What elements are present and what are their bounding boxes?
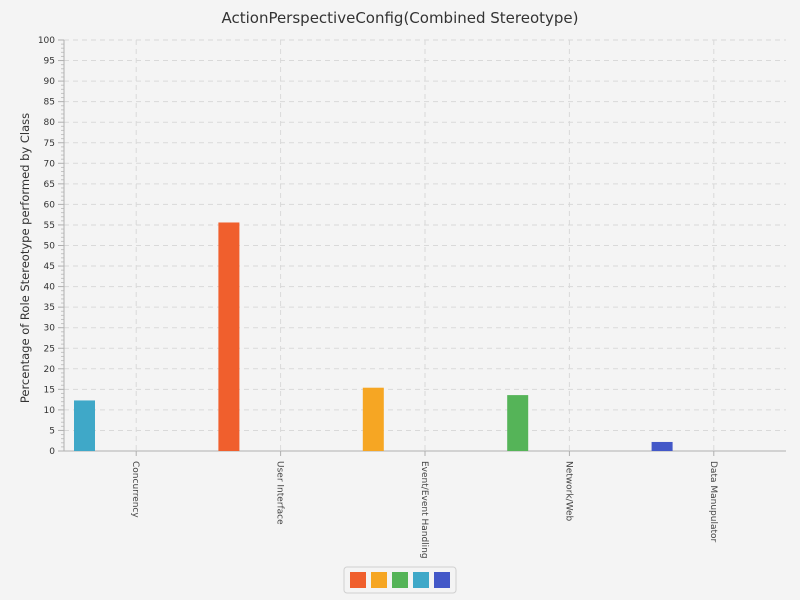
- x-tick-label: Network/Web: [563, 461, 573, 522]
- y-tick-label: 90: [44, 77, 56, 87]
- legend-swatch: [413, 572, 429, 588]
- legend: [343, 566, 457, 594]
- y-tick-label: 10: [44, 406, 56, 416]
- y-tick-label: 75: [44, 139, 55, 149]
- y-tick-label: 55: [44, 221, 55, 231]
- category-labels: Concurrency User Interface Event/Event Han…: [130, 461, 718, 559]
- y-tick-label: 15: [44, 385, 55, 395]
- x-tick-label: Event/Event Handling: [419, 461, 429, 559]
- y-axis-label: Percentage of Role Stereotype performed …: [18, 113, 32, 403]
- y-tick-label: 50: [44, 242, 56, 252]
- legend-swatch: [434, 572, 450, 588]
- bar-data-manupulator: [651, 441, 673, 451]
- legend-swatch: [350, 572, 366, 588]
- bar-concurrency: [74, 400, 95, 451]
- y-tick-label: 30: [44, 324, 56, 334]
- chart-title: ActionPerspectiveConfig(Combined Stereot…: [221, 9, 578, 27]
- y-tick-label: 5: [49, 426, 55, 436]
- x-tick-label: Concurrency: [130, 461, 140, 518]
- y-tick-label: 100: [38, 36, 55, 46]
- bar-event-event-handling: [362, 387, 384, 451]
- y-tick-label: 40: [44, 283, 56, 293]
- bar-user-interface: [218, 222, 240, 451]
- bar-network-web: [507, 395, 529, 451]
- x-tick-label: User Interface: [275, 461, 285, 525]
- x-tick-label: Data Manupulator: [708, 461, 718, 543]
- y-tick-label: 80: [44, 118, 56, 128]
- legend-swatch: [371, 572, 387, 588]
- grid-lines: [64, 39, 786, 451]
- y-tick-label: 45: [44, 262, 55, 272]
- y-tick-label: 85: [44, 98, 55, 108]
- y-tick-label: 95: [44, 57, 55, 67]
- bars: [74, 222, 673, 451]
- legend-swatch: [392, 572, 408, 588]
- y-tick-label: 20: [44, 365, 56, 375]
- y-tick-label: 60: [44, 200, 56, 210]
- y-tick-label: 0: [49, 447, 55, 457]
- y-tick-label: 70: [44, 159, 56, 169]
- axes: 0 5 10 15 20 25 30 35 40 45 50 55 60 65 70 75 80 85 90 95 10…: [38, 36, 786, 457]
- y-tick-label: 65: [44, 180, 55, 190]
- y-tick-label: 35: [44, 303, 55, 313]
- y-tick-label: 25: [44, 344, 55, 354]
